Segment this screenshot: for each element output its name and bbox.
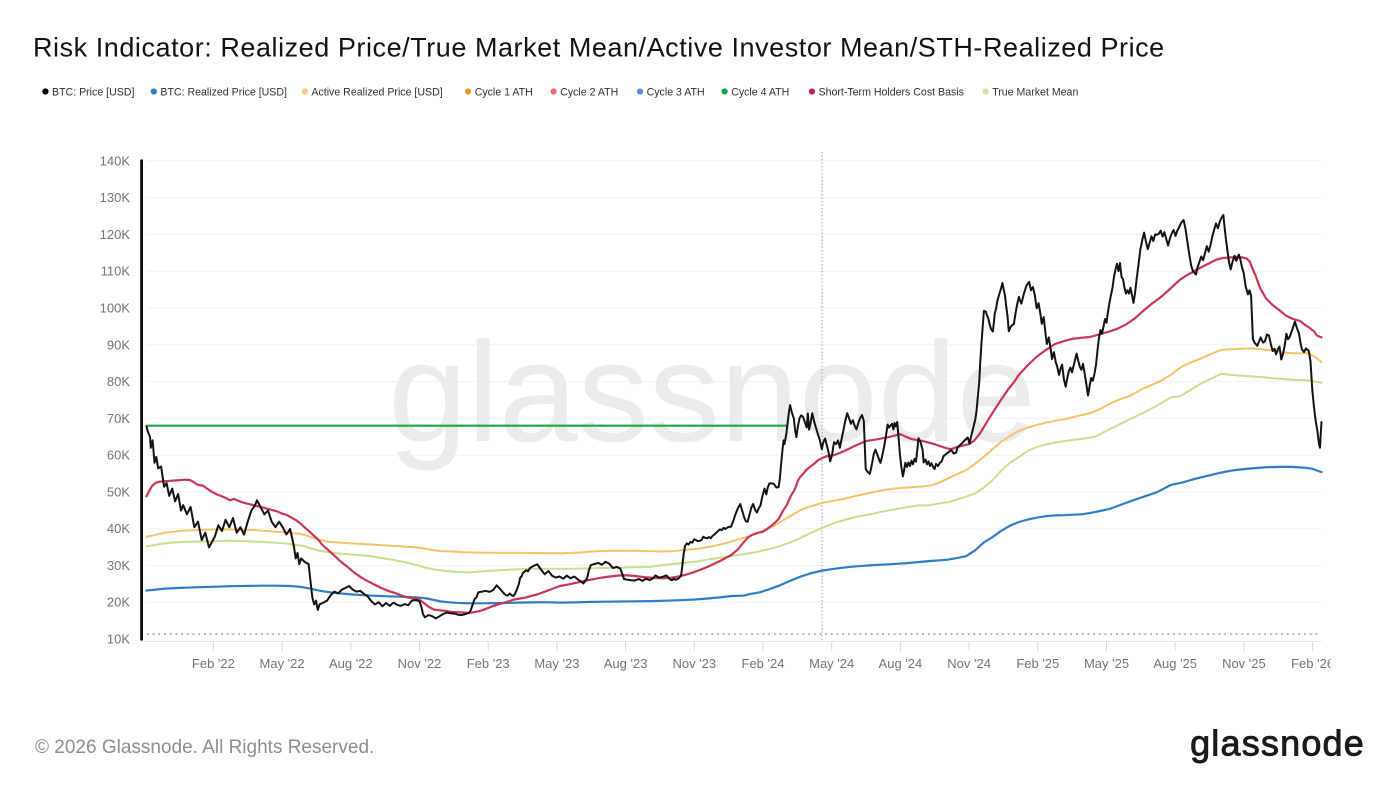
svg-text:Cycle 3 ATH: Cycle 3 ATH (647, 86, 705, 98)
svg-text:Aug '25: Aug '25 (1153, 656, 1197, 671)
svg-text:Feb '23: Feb '23 (467, 656, 510, 671)
svg-text:Feb '25: Feb '25 (1016, 656, 1059, 671)
svg-text:Aug '23: Aug '23 (604, 656, 648, 671)
svg-text:110K: 110K (101, 264, 131, 279)
svg-text:BTC: Price [USD]: BTC: Price [USD] (52, 86, 134, 98)
svg-text:Feb '22: Feb '22 (192, 656, 235, 671)
svg-text:10K: 10K (107, 632, 130, 647)
svg-text:100K: 100K (100, 301, 131, 316)
svg-text:Nov '24: Nov '24 (947, 656, 991, 671)
svg-text:Aug '24: Aug '24 (879, 656, 923, 671)
svg-text:Cycle 4 ATH: Cycle 4 ATH (731, 86, 789, 98)
svg-text:Short-Term Holders Cost Basis: Short-Term Holders Cost Basis (819, 86, 964, 98)
svg-text:Cycle 1 ATH: Cycle 1 ATH (475, 86, 533, 98)
svg-text:glassnode: glassnode (388, 313, 1035, 472)
svg-text:Active Realized Price [USD]: Active Realized Price [USD] (311, 86, 442, 98)
svg-text:Nov '23: Nov '23 (672, 656, 716, 671)
svg-text:May '25: May '25 (1084, 656, 1129, 671)
svg-text:BTC: Realized Price [USD]: BTC: Realized Price [USD] (160, 86, 287, 98)
svg-text:Risk Indicator: Realized Price: Risk Indicator: Realized Price/True Mark… (33, 33, 1165, 63)
svg-text:70K: 70K (107, 411, 130, 426)
svg-text:Nov '22: Nov '22 (398, 656, 442, 671)
svg-text:140K: 140K (100, 153, 131, 168)
svg-text:True Market Mean: True Market Mean (992, 86, 1078, 98)
svg-text:© 2026 Glassnode. All Rights R: © 2026 Glassnode. All Rights Reserved. (35, 737, 374, 758)
svg-text:Nov '25: Nov '25 (1222, 656, 1266, 671)
svg-text:May '23: May '23 (534, 656, 579, 671)
svg-text:90K: 90K (107, 337, 130, 352)
svg-text:40K: 40K (107, 521, 130, 536)
svg-text:Feb '26: Feb '26 (1291, 656, 1334, 671)
svg-text:120K: 120K (100, 227, 131, 242)
svg-text:Feb '24: Feb '24 (742, 656, 785, 671)
svg-text:Cycle 2 ATH: Cycle 2 ATH (560, 86, 618, 98)
svg-text:130K: 130K (100, 190, 131, 205)
svg-text:50K: 50K (107, 484, 130, 499)
svg-text:glassnode: glassnode (1190, 723, 1365, 764)
svg-text:60K: 60K (107, 448, 130, 463)
svg-text:30K: 30K (107, 558, 130, 573)
svg-text:80K: 80K (107, 374, 130, 389)
svg-text:20K: 20K (107, 595, 130, 610)
svg-text:Aug '22: Aug '22 (329, 656, 373, 671)
svg-text:May '22: May '22 (260, 656, 305, 671)
svg-text:May '24: May '24 (809, 656, 854, 671)
